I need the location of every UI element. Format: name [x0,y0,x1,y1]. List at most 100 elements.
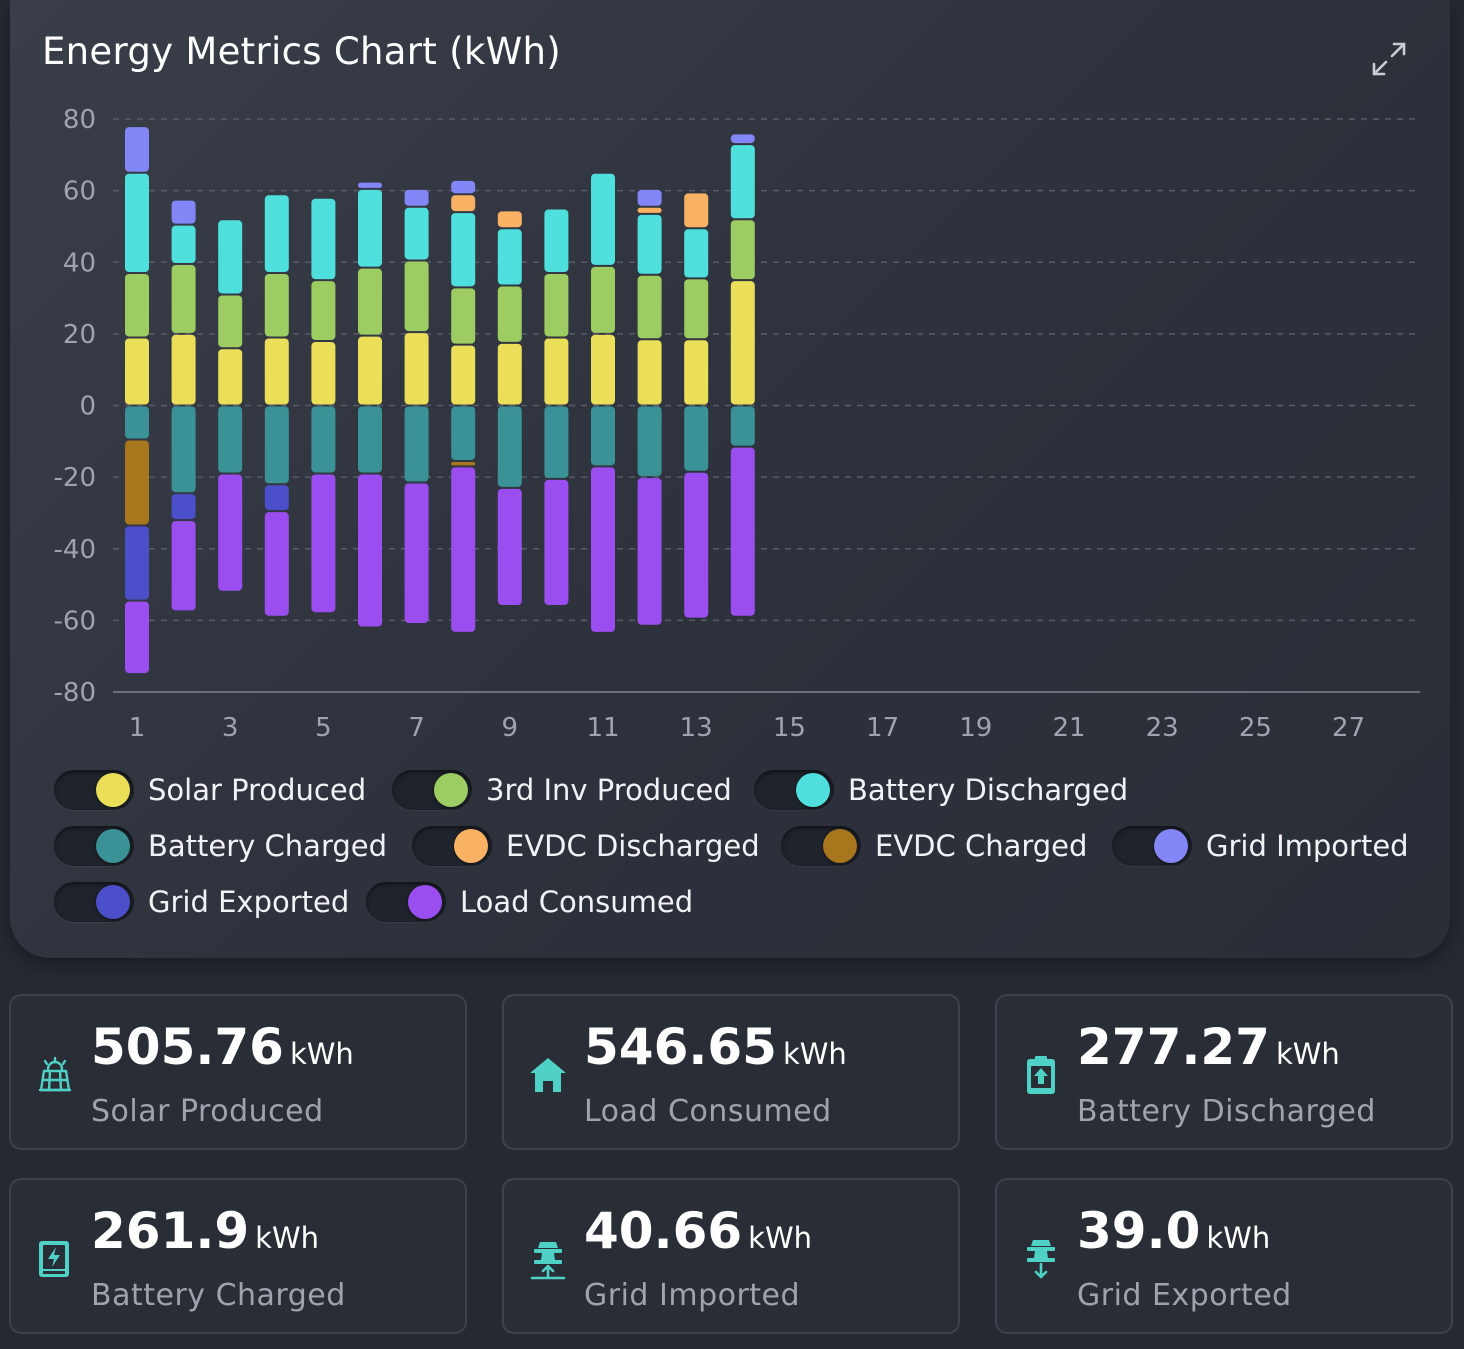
bar-segment-inv3 [171,265,196,333]
bar-segment-load [404,483,429,623]
stat-value-row: 40.66 kWh [584,1202,812,1260]
bar-segment-solar [404,333,429,405]
bar-segment-batt_dis [591,173,615,265]
legend-item-evdc_dis[interactable]: EVDC Discharged [412,822,760,870]
bar-segment-inv3 [497,286,522,342]
legend-label: Load Consumed [460,885,694,919]
bar-segment-solar [730,281,755,405]
legend-toggle[interactable] [54,770,134,810]
legend-toggle[interactable] [366,882,446,922]
bar-segment-inv3 [730,220,755,280]
bar-segment-inv3 [404,261,429,332]
bar-segment-inv3 [451,288,476,344]
legend-toggle[interactable] [54,826,134,866]
stat-label: Battery Charged [91,1278,346,1313]
legend-label: Battery Charged [148,829,388,863]
y-tick-label: 20 [63,320,96,350]
bar-segment-evdc_dis [497,211,522,228]
bar-segment-batt_dis [637,214,662,274]
bar-segment-batt_dis [171,225,196,264]
bar-segment-load [451,467,476,632]
legend-item-load[interactable]: Load Consumed [366,878,693,926]
bar-segment-grid_imp [171,200,196,224]
bar-segment-inv3 [684,279,709,339]
legend-toggle[interactable] [754,770,834,810]
y-tick-label: 40 [63,248,96,278]
bar-segment-evdc_dis [637,207,662,213]
battery-discharge-icon [1021,1054,1061,1096]
legend-item-batt_chg[interactable]: Battery Charged [54,822,387,870]
legend-item-solar[interactable]: Solar Produced [54,766,366,814]
bar-segment-batt_dis [451,213,476,287]
legend-swatch [1154,829,1188,863]
legend-toggle[interactable] [392,770,472,810]
x-tick-label: 15 [773,713,806,743]
bar-segment-load [311,474,336,613]
bar-segment-grid_imp [730,134,755,144]
legend-item-batt_dis[interactable]: Battery Discharged [754,766,1128,814]
legend-label: 3rd Inv Produced [486,773,732,807]
legend-label: EVDC Charged [875,829,1088,863]
stat-label: Load Consumed [584,1094,832,1129]
bar-segment-solar [358,336,382,405]
expand-icon[interactable] [1368,38,1410,80]
stat-value-row: 546.65 kWh [584,1018,847,1076]
bar-segment-grid_imp [637,189,662,206]
bar-segment-batt_chg [730,406,755,446]
legend-swatch [823,829,857,863]
bar-segment-batt_chg [684,406,709,471]
bar-segment-batt_chg [591,406,615,466]
y-tick-label: -60 [54,606,96,636]
bar-segment-load [637,478,662,625]
y-tick-label: 0 [79,392,96,422]
stat-value: 546.65 [584,1018,777,1076]
bar-segment-load [497,488,522,606]
bar-segment-batt_dis [497,229,522,285]
x-tick-label: 19 [959,713,992,743]
bar-segment-load [358,474,382,627]
stat-label: Grid Exported [1077,1278,1292,1313]
x-tick-label: 3 [222,713,239,743]
x-tick-label: 17 [866,713,899,743]
bar-segment-inv3 [218,295,243,348]
bar-segment-batt_dis [404,207,429,260]
stat-label: Grid Imported [584,1278,801,1313]
stat-unit: kWh [782,1037,847,1071]
bar-segment-batt_chg [358,406,382,473]
stat-card-grid-imported: 40.66 kWh Grid Imported [502,1178,960,1334]
legend-item-evdc_chg[interactable]: EVDC Charged [781,822,1087,870]
bar-segment-load [171,521,196,611]
bar-segment-grid_exp [171,494,196,520]
bar-segment-solar [264,338,289,405]
bar-segment-grid_exp [125,526,149,600]
legend-item-grid_imp[interactable]: Grid Imported [1112,822,1409,870]
bar-segment-grid_imp [404,189,429,206]
x-tick-label: 11 [586,713,619,743]
bar-segment-batt_chg [311,406,336,473]
legend-toggle[interactable] [54,882,134,922]
bar-segment-grid_imp [451,180,476,194]
legend-item-grid_exp[interactable]: Grid Exported [54,878,349,926]
bar-segment-batt_chg [171,406,196,493]
bar-segment-load [264,512,289,616]
legend-toggle[interactable] [412,826,492,866]
legend-item-inv3[interactable]: 3rd Inv Produced [392,766,732,814]
stat-card-grid-exported: 39.0 kWh Grid Exported [995,1178,1453,1334]
bar-segment-solar [684,340,709,405]
stat-label: Solar Produced [91,1094,324,1129]
bar-segment-solar [637,340,662,405]
stat-value: 505.76 [91,1018,284,1076]
bar-segment-solar [171,334,196,405]
legend-toggle[interactable] [781,826,861,866]
bar-segment-grid_exp [264,485,289,511]
stat-card-solar-produced: 505.76 kWh Solar Produced [9,994,467,1150]
legend-toggle[interactable] [1112,826,1192,866]
bar-segment-solar [591,334,615,405]
stat-card-battery-discharged: 277.27 kWh Battery Discharged [995,994,1453,1150]
bar-segment-load [684,472,709,618]
stat-unit: kWh [1275,1037,1340,1071]
bar-segment-inv3 [264,273,289,337]
bar-segment-batt_dis [264,195,289,272]
y-tick-label: -40 [54,535,96,565]
